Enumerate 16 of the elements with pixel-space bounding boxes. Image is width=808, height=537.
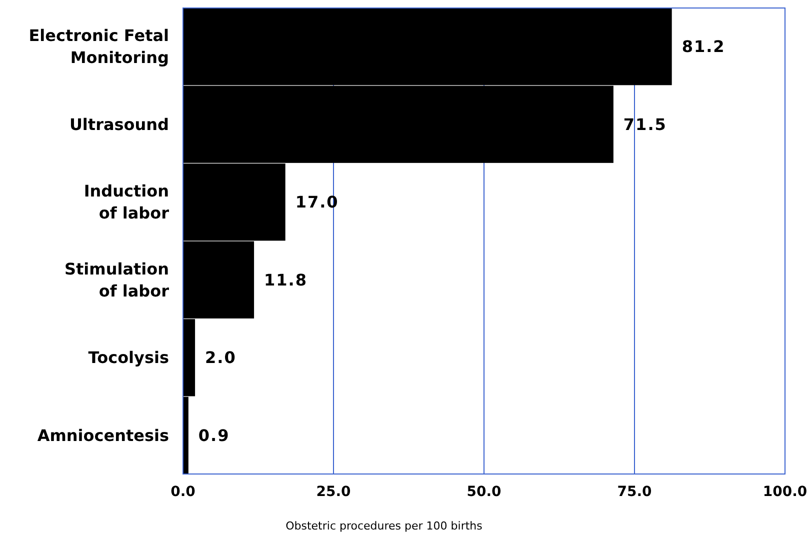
y-tick-label: Amniocentesis: [37, 426, 169, 445]
data-label: 2.0: [205, 348, 236, 368]
data-label: 81.2: [682, 37, 726, 56]
x-tick-label: 25.0: [316, 484, 352, 500]
data-label: 11.8: [264, 270, 308, 290]
x-tick-label: 0.0: [170, 484, 196, 500]
y-tick-label: Stimulation of labor: [64, 259, 170, 300]
y-tick-label: Tocolysis: [88, 348, 169, 368]
x-tick-label: 75.0: [617, 484, 652, 500]
y-tick-label: Induction of labor: [84, 182, 170, 223]
data-label: 0.9: [198, 426, 230, 445]
x-tick-label: 50.0: [466, 484, 502, 500]
x-axis-title: Obstetric procedures per 100 births: [286, 520, 483, 532]
x-tick-label: 100.0: [762, 484, 808, 500]
y-tick-label: Electronic Fetal Monitoring: [28, 26, 169, 68]
y-tick-label: Ultrasound: [69, 114, 169, 134]
